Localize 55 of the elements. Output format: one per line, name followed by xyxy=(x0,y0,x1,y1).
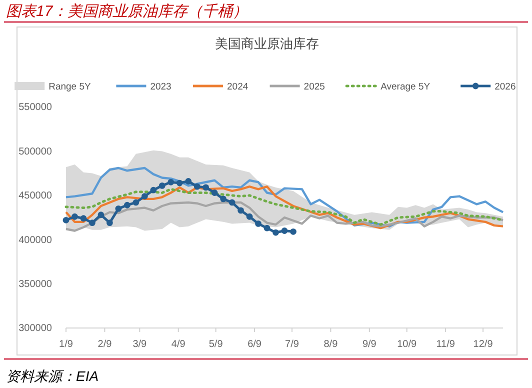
point xyxy=(176,180,183,186)
point xyxy=(255,220,262,227)
x-tick-label: 8/9 xyxy=(324,339,338,350)
x-tick-label: 1/9 xyxy=(59,339,74,350)
x-tick-label: 3/9 xyxy=(132,339,148,350)
y-tick-label: 500000 xyxy=(18,146,52,158)
point xyxy=(228,199,236,206)
y-tick-label: 350000 xyxy=(18,279,52,290)
point xyxy=(62,216,70,224)
legend-label: 2026 xyxy=(494,82,516,92)
point xyxy=(106,220,113,226)
legend-label: 2024 xyxy=(227,82,248,92)
point xyxy=(150,186,157,194)
legend-label: Range 5Y xyxy=(48,82,92,92)
x-tick-label: 2/9 xyxy=(98,339,112,350)
point xyxy=(72,213,78,220)
x-tick-label: 7/9 xyxy=(285,339,300,350)
point xyxy=(141,193,148,200)
x-tick-label: 10/9 xyxy=(397,339,418,350)
point xyxy=(202,184,210,191)
text: 资料来源：EIA xyxy=(6,368,99,384)
point xyxy=(211,190,218,196)
y-tick-label: 450000 xyxy=(18,190,52,202)
point xyxy=(238,207,244,214)
point xyxy=(89,220,96,226)
y-tick-label: 400000 xyxy=(18,234,52,246)
point xyxy=(220,196,227,202)
point xyxy=(264,224,270,232)
point xyxy=(194,183,200,190)
point xyxy=(272,229,279,236)
chart-title: 美国商业原油库存 xyxy=(215,36,319,51)
point xyxy=(132,199,140,206)
point xyxy=(115,205,122,212)
point xyxy=(158,182,166,189)
point xyxy=(168,178,174,186)
x-tick-label: 4/9 xyxy=(171,339,186,350)
x-tick-label: 12/9 xyxy=(473,339,494,350)
x-tick-label: 6/9 xyxy=(248,339,262,350)
point xyxy=(290,228,296,235)
legend-label: Average 5Y xyxy=(380,82,431,92)
point xyxy=(98,212,104,218)
x-tick-label: 9/9 xyxy=(362,339,377,350)
text: 图表17：美国商业原油库存（千桶） xyxy=(6,3,248,20)
point xyxy=(185,178,192,184)
point xyxy=(281,228,288,234)
y-tick-label: 300000 xyxy=(18,323,52,334)
point xyxy=(124,202,130,208)
line-series xyxy=(64,166,504,228)
point xyxy=(80,215,87,222)
x-tick-label: 11/9 xyxy=(436,339,456,350)
x-tick-label: 5/9 xyxy=(208,339,224,350)
y-tick-label: 550000 xyxy=(18,102,52,114)
legend-label: 2025 xyxy=(304,82,325,92)
point xyxy=(246,213,253,220)
legend-label: 2023 xyxy=(150,82,172,92)
